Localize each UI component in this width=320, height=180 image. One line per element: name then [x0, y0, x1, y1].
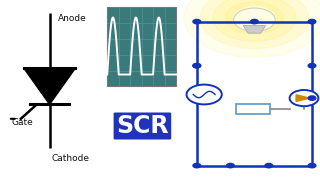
Circle shape	[234, 8, 275, 32]
Circle shape	[226, 2, 283, 34]
Circle shape	[308, 163, 316, 168]
Polygon shape	[243, 26, 266, 33]
Circle shape	[308, 96, 316, 100]
Circle shape	[184, 0, 320, 58]
Text: Cathode: Cathode	[51, 154, 89, 163]
FancyBboxPatch shape	[236, 104, 270, 114]
Circle shape	[193, 64, 201, 68]
Circle shape	[193, 64, 201, 68]
Circle shape	[193, 19, 201, 24]
Polygon shape	[24, 68, 75, 104]
Circle shape	[193, 163, 201, 168]
Circle shape	[234, 6, 275, 30]
Polygon shape	[296, 95, 309, 102]
FancyBboxPatch shape	[107, 7, 176, 86]
Circle shape	[213, 0, 296, 41]
Circle shape	[265, 163, 273, 168]
Text: SCR: SCR	[116, 114, 169, 138]
Circle shape	[187, 85, 222, 104]
Circle shape	[227, 163, 234, 168]
Text: Anode: Anode	[58, 14, 86, 22]
Circle shape	[308, 64, 316, 68]
FancyBboxPatch shape	[114, 112, 171, 140]
Circle shape	[308, 19, 316, 24]
Text: Gate: Gate	[11, 118, 33, 127]
Circle shape	[290, 90, 318, 106]
Circle shape	[200, 0, 309, 49]
Circle shape	[251, 19, 258, 24]
